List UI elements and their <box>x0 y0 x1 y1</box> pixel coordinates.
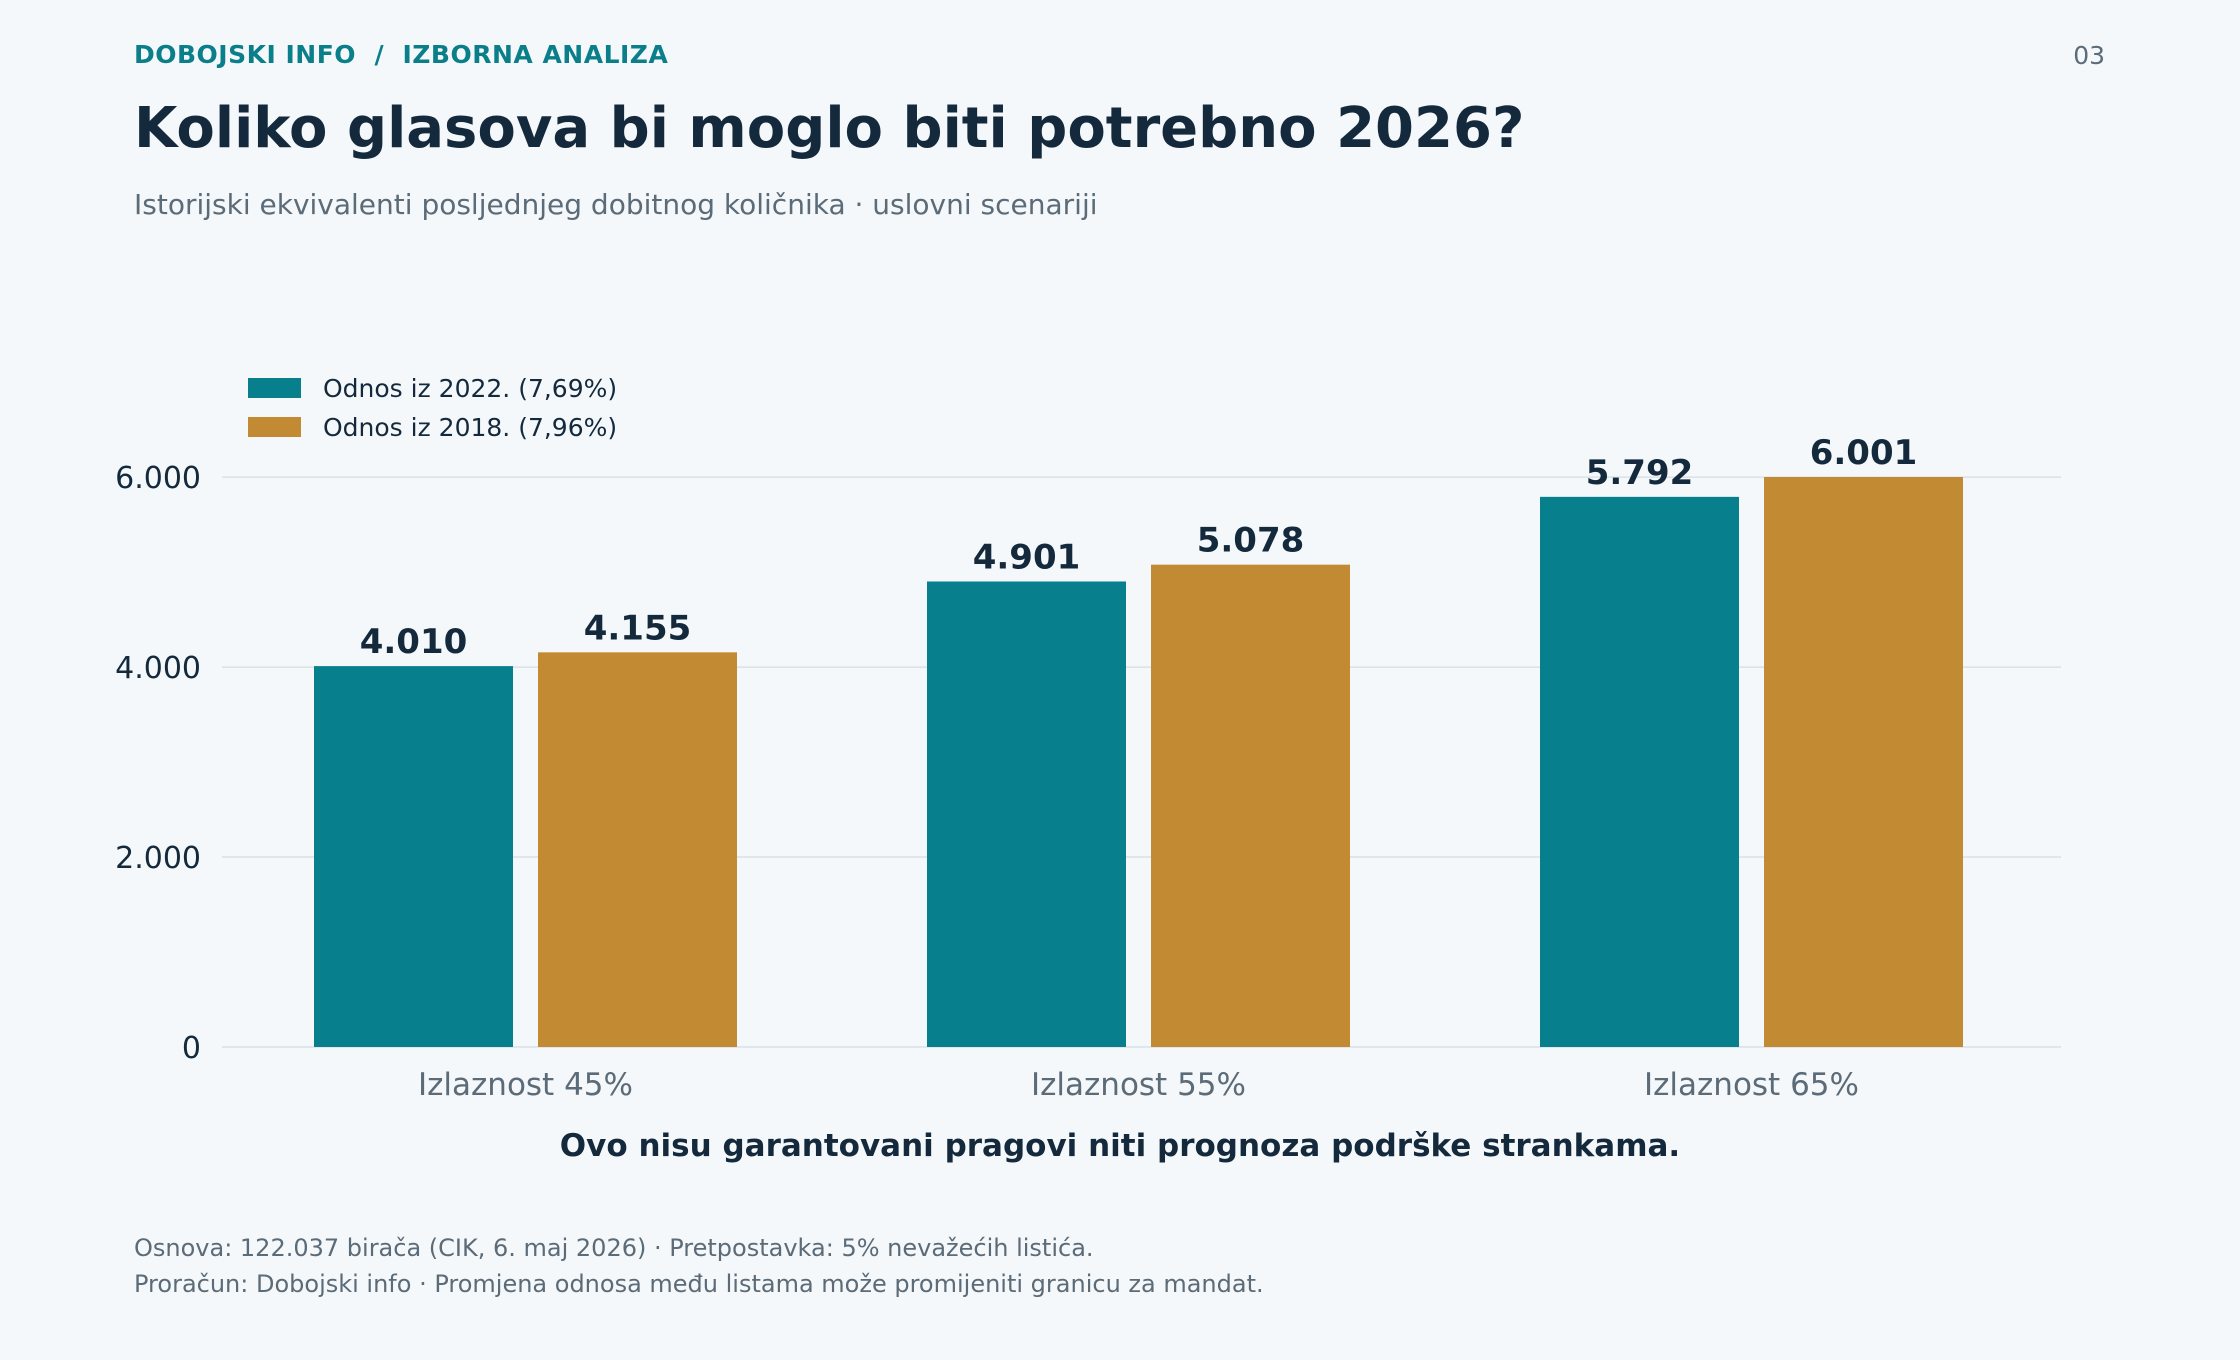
bar-value-label: 4.155 <box>584 608 692 648</box>
page-number: 03 <box>2073 41 2105 70</box>
bar-value-label: 5.078 <box>1197 521 1305 561</box>
bar <box>314 666 513 1047</box>
legend-label: Odnos iz 2022. (7,69%) <box>323 374 617 403</box>
footnote-line-2: Proračun: Dobojski info · Promjena odnos… <box>134 1270 1264 1298</box>
x-tick-label: Izlaznost 55% <box>1031 1067 1246 1103</box>
page-subtitle: Istorijski ekvivalenti posljednjeg dobit… <box>134 188 1098 221</box>
bar <box>538 652 737 1047</box>
bar <box>1764 477 1963 1047</box>
bar-value-label: 6.001 <box>1810 433 1918 473</box>
bar-chart: 0 2.000 4.000 6.000 4.010 4.155 Izlaznost 45% 4… <box>115 374 2061 1164</box>
y-tick-label: 0 <box>182 1031 201 1066</box>
bar <box>1151 564 1350 1047</box>
legend-swatch <box>248 378 301 398</box>
x-axis-label: Ovo nisu garantovani pragovi niti progno… <box>560 1128 1680 1164</box>
legend-swatch <box>248 417 301 437</box>
y-tick-label: 6.000 <box>115 461 201 496</box>
page-title: Koliko glasova bi moglo biti potrebno 20… <box>134 96 1525 161</box>
y-tick-label: 2.000 <box>115 841 201 876</box>
bar-value-label: 4.010 <box>360 622 468 662</box>
footnotes: Osnova: 122.037 birača (CIK, 6. maj 2026… <box>134 1230 1264 1302</box>
bar-value-label: 5.792 <box>1586 453 1694 493</box>
bar-value-label: 4.901 <box>973 537 1081 577</box>
kicker: DOBOJSKI INFO / IZBORNA ANALIZA <box>134 40 669 69</box>
x-tick-label: Izlaznost 45% <box>418 1067 633 1103</box>
bar <box>927 581 1126 1047</box>
bar <box>1540 496 1739 1047</box>
y-tick-label: 4.000 <box>115 651 201 686</box>
footnote-line-1: Osnova: 122.037 birača (CIK, 6. maj 2026… <box>134 1234 1094 1262</box>
legend-label: Odnos iz 2018. (7,96%) <box>323 413 617 442</box>
x-tick-label: Izlaznost 65% <box>1644 1067 1859 1103</box>
